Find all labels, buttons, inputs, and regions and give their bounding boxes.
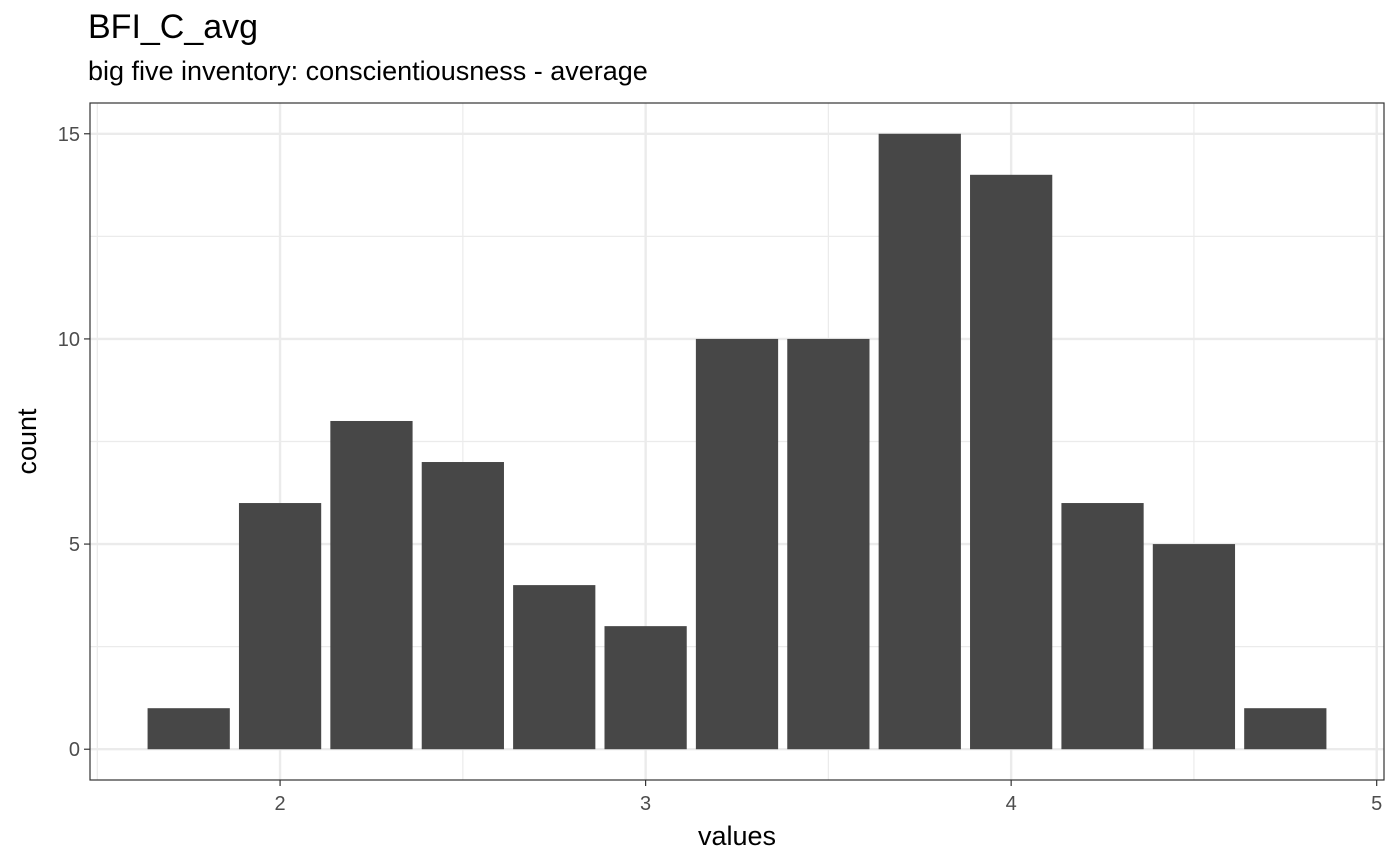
panel-border xyxy=(89,102,1385,781)
x-tick-label: 3 xyxy=(640,793,651,815)
bar xyxy=(238,503,322,750)
bar xyxy=(878,133,961,750)
bar xyxy=(604,626,687,750)
bar xyxy=(513,585,596,750)
bar xyxy=(1244,708,1327,750)
y-tick-label: 10 xyxy=(58,329,80,351)
y-tick-label: 15 xyxy=(58,124,80,146)
bar xyxy=(970,174,1053,750)
bars xyxy=(147,133,1327,750)
chart-subtitle: big five inventory: conscientiousness - … xyxy=(88,56,648,86)
bar xyxy=(1061,503,1144,750)
bar xyxy=(421,462,504,750)
x-tick-label: 4 xyxy=(1006,793,1017,815)
x-tick-label: 5 xyxy=(1371,793,1382,815)
y-axis-title: count xyxy=(12,408,42,475)
bar xyxy=(1152,544,1236,750)
bar xyxy=(330,420,413,750)
chart-title: BFI_C_avg xyxy=(88,8,259,46)
bar xyxy=(147,708,230,750)
bar xyxy=(787,338,870,750)
bar xyxy=(695,338,779,750)
y-tick-label: 5 xyxy=(69,534,80,556)
x-tick-label: 2 xyxy=(275,793,286,815)
x-axis-title: values xyxy=(698,821,776,851)
y-tick-label: 0 xyxy=(69,739,80,761)
axes: 0 5 10 15 2 3 4 5 xyxy=(58,124,1383,815)
